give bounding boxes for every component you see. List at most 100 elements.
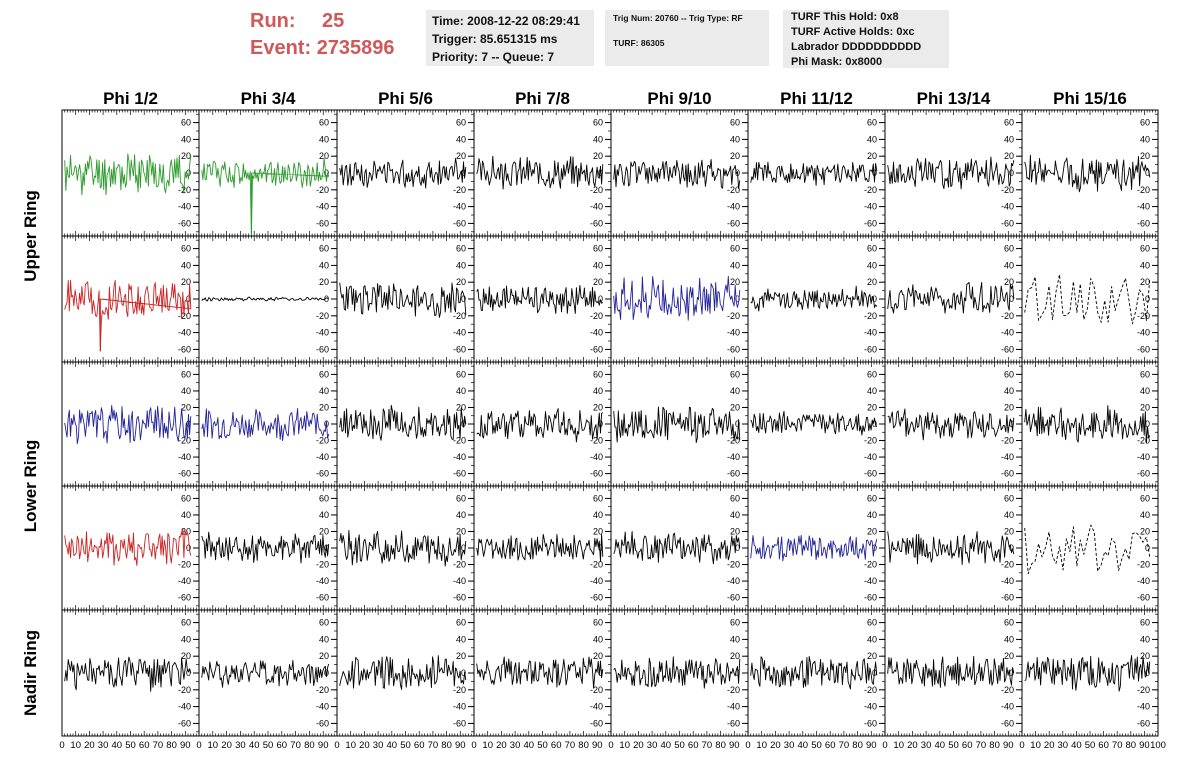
y-tick-label: 0 — [1145, 168, 1150, 178]
waveform-trace — [750, 285, 878, 312]
y-tick-label: 0 — [186, 543, 191, 553]
y-tick-label: 60 — [593, 618, 603, 628]
y-tick-label: -40 — [864, 576, 877, 586]
column-header-7: Phi 15/16 — [1053, 89, 1127, 108]
y-tick-label: 0 — [324, 294, 329, 304]
y-tick-label: 40 — [593, 634, 603, 644]
y-tick-label: -40 — [316, 452, 329, 462]
y-tick-label: -20 — [316, 185, 329, 195]
y-tick-label: 60 — [1140, 118, 1150, 128]
y-tick-label: 60 — [867, 493, 877, 503]
y-tick-label: -60 — [727, 218, 740, 228]
phi-mask-text: Phi Mask: 0x8000 — [791, 56, 883, 68]
y-tick-label: -40 — [1001, 576, 1014, 586]
y-tick-label: 20 — [1140, 402, 1150, 412]
y-tick-label: -60 — [316, 593, 329, 603]
y-tick-label: -20 — [1001, 185, 1014, 195]
y-tick-label: 40 — [867, 386, 877, 396]
time-text: Time: 2008-12-22 08:29:41 — [432, 14, 580, 28]
y-tick-label: 60 — [593, 493, 603, 503]
y-tick-label: 0 — [1145, 294, 1150, 304]
waveform-trace — [1024, 273, 1151, 325]
waveform-trace — [887, 281, 1015, 314]
y-tick-label: -20 — [590, 685, 603, 695]
y-tick-label: -40 — [727, 452, 740, 462]
y-tick-label: -40 — [590, 202, 603, 212]
y-tick-label: -20 — [590, 185, 603, 195]
y-tick-label: 40 — [181, 510, 191, 520]
waveform-trace — [339, 655, 467, 690]
waveform-trace — [476, 408, 604, 443]
waveform-trace — [201, 531, 330, 564]
y-tick-label: -40 — [1137, 452, 1150, 462]
y-tick-label: -20 — [727, 185, 740, 195]
y-tick-label: -40 — [1137, 202, 1150, 212]
y-tick-label: -40 — [316, 328, 329, 338]
y-tick-label: -60 — [727, 593, 740, 603]
y-tick-label: 60 — [730, 618, 740, 628]
y-tick-label: -20 — [727, 560, 740, 570]
y-tick-label: 20 — [319, 402, 329, 412]
y-tick-label: 0 — [324, 168, 329, 178]
y-tick-label: -40 — [590, 702, 603, 712]
y-tick-label: 40 — [181, 134, 191, 144]
trigger-text: Trigger: 85.651315 ms — [432, 32, 558, 46]
y-tick-label: -40 — [864, 328, 877, 338]
y-tick-label: 60 — [456, 493, 466, 503]
y-tick-label: 60 — [319, 118, 329, 128]
y-tick-label: 20 — [319, 526, 329, 536]
y-tick-label: -60 — [453, 469, 466, 479]
y-tick-label: -60 — [178, 718, 191, 728]
y-tick-label: 40 — [1140, 260, 1150, 270]
y-tick-label: -20 — [316, 685, 329, 695]
panel-frame — [610, 235, 749, 363]
y-tick-label: -40 — [1137, 576, 1150, 586]
y-tick-label: -40 — [727, 702, 740, 712]
y-tick-label: 20 — [867, 277, 877, 287]
waveform-trace — [887, 156, 1015, 190]
y-tick-label: 60 — [1004, 244, 1014, 254]
y-tick-label: 20 — [593, 277, 603, 287]
y-tick-label: -40 — [590, 452, 603, 462]
waveform-trace — [613, 275, 741, 321]
y-tick-label: 40 — [1140, 134, 1150, 144]
waveform-trace — [339, 529, 467, 567]
y-tick-label: 40 — [730, 260, 740, 270]
y-tick-label: 60 — [181, 118, 191, 128]
y-tick-label: 0 — [735, 294, 740, 304]
waveform-trace — [476, 533, 604, 562]
y-tick-label: 0 — [461, 668, 466, 678]
y-tick-label: 20 — [181, 277, 191, 287]
waveform-trace — [339, 404, 467, 441]
y-tick-label: 0 — [1009, 543, 1014, 553]
y-tick-label: -20 — [178, 436, 191, 446]
column-header-3: Phi 7/8 — [515, 89, 570, 108]
y-tick-label: -40 — [453, 576, 466, 586]
y-tick-label: 60 — [1004, 118, 1014, 128]
y-tick-label: -60 — [1137, 593, 1150, 603]
y-tick-label: 0 — [1145, 543, 1150, 553]
y-tick-label: -20 — [453, 560, 466, 570]
waveform-trace — [613, 530, 741, 565]
waveform-trace — [613, 656, 741, 689]
y-tick-label: -60 — [453, 218, 466, 228]
y-tick-label: 20 — [867, 526, 877, 536]
y-tick-label: -20 — [453, 685, 466, 695]
y-tick-label: 40 — [1140, 510, 1150, 520]
panel-frame — [747, 361, 886, 487]
y-tick-label: -60 — [864, 593, 877, 603]
y-tick-label: 60 — [1004, 493, 1014, 503]
y-tick-label: -40 — [178, 452, 191, 462]
y-tick-label: 20 — [1004, 526, 1014, 536]
waveform-trace — [64, 656, 192, 692]
y-tick-label: -40 — [590, 328, 603, 338]
y-tick-label: -60 — [316, 218, 329, 228]
y-tick-label: 0 — [186, 419, 191, 429]
y-tick-label: 40 — [593, 134, 603, 144]
y-tick-label: 0 — [461, 168, 466, 178]
y-tick-label: 40 — [593, 386, 603, 396]
waveform-trace — [613, 158, 741, 190]
y-tick-label: 20 — [181, 151, 191, 161]
panel-frame — [747, 609, 886, 737]
y-tick-label: 20 — [181, 526, 191, 536]
